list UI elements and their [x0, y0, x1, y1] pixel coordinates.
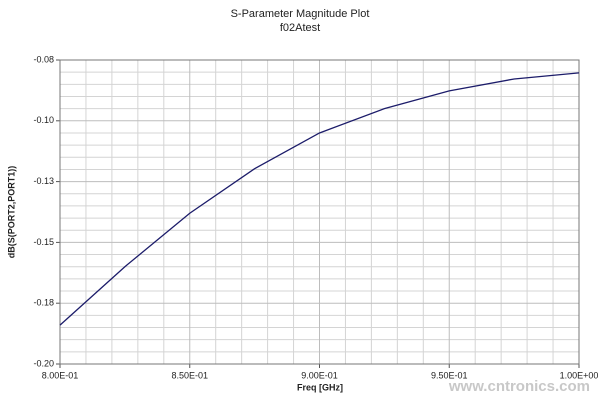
y-tick-label: -0.13: [33, 176, 54, 186]
x-tick-label: 9.00E-01: [301, 370, 338, 380]
x-tick-label: 8.00E-01: [42, 370, 79, 380]
chart-subtitle: f02Atest: [280, 22, 320, 34]
series-line: [59, 72, 580, 326]
plot-frame: [59, 59, 580, 365]
x-tick-label: 9.50E-01: [431, 370, 468, 380]
watermark: www.cntronics.com: [448, 378, 590, 395]
y-tick-label: -0.10: [33, 115, 54, 125]
y-tick-label: -0.18: [33, 298, 54, 308]
x-axis-label: Freq [GHz]: [297, 382, 343, 392]
x-tick-label: 8.50E-01: [171, 370, 208, 380]
chart-title: S-Parameter Magnitude Plot: [231, 8, 370, 20]
y-tick-label: -0.15: [33, 237, 54, 247]
x-tick-label: 1.00E+00: [560, 370, 598, 380]
y-tick-label: -0.08: [33, 54, 54, 64]
y-tick-label: -0.20: [33, 358, 54, 368]
y-axis-label: dB(S(PORT2,PORT1)): [6, 166, 16, 259]
